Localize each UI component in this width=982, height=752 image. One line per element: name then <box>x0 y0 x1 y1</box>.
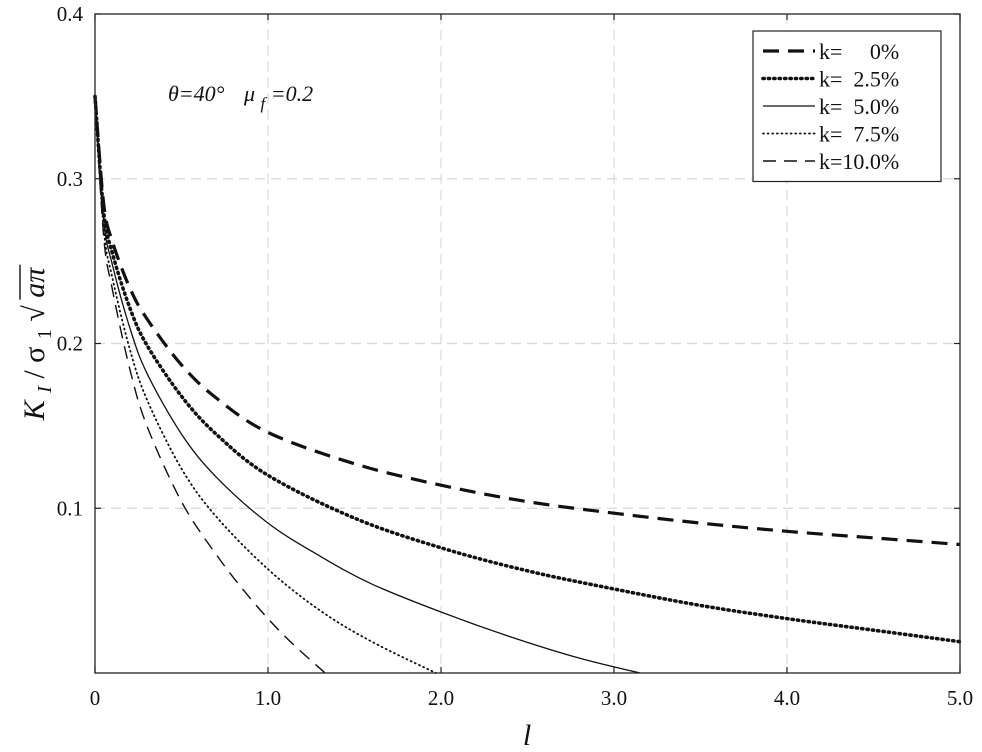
legend-label: k= 5.0% <box>819 94 899 119</box>
parameter-annotation: θ=40° μ f =0.2 <box>168 81 313 114</box>
series-lines <box>93 94 962 674</box>
ylabel-k: K <box>18 398 51 421</box>
sqrt-icon: √ <box>18 305 51 322</box>
legend-label: k= 2.5% <box>819 67 899 92</box>
legend-label: k= 0% <box>819 39 899 64</box>
y-tick-label: 0.4 <box>57 2 84 26</box>
ylabel-root-term: aπ <box>18 267 51 298</box>
series-line-2 <box>93 94 962 644</box>
series-line-1 <box>93 96 961 547</box>
mu-symbol: μ <box>243 81 255 106</box>
x-ticks: 0 1.0 2.0 3.0 4.0 5.0 <box>90 14 973 710</box>
y-axis-label-text: K I / σ 1 √ aπ <box>18 267 58 422</box>
legend: k= 0% k= 2.5%k= 5.0% k= 7.5%k=10.0% <box>752 30 942 183</box>
x-axis-label: l <box>523 719 531 752</box>
mu-value: =0.2 <box>271 81 313 106</box>
ylabel-sigma-subscript: 1 <box>34 329 56 339</box>
ylabel-sigma: / σ <box>18 347 51 379</box>
series-line-4 <box>94 95 437 674</box>
x-tick-label: 1.0 <box>255 686 281 710</box>
x-tick-label: 0 <box>90 686 101 710</box>
mu-subscript: f <box>261 94 268 113</box>
series-line-3 <box>94 96 641 674</box>
x-tick-label: 2.0 <box>428 686 454 710</box>
y-tick-label: 0.3 <box>57 167 83 191</box>
legend-label: k= 7.5% <box>819 122 899 147</box>
y-ticks: 0.1 0.2 0.3 0.4 <box>57 2 960 520</box>
y-axis-label: K I / σ 1 √ aπ <box>18 264 58 422</box>
legend-label: k=10.0% <box>819 149 899 174</box>
series-line-5 <box>94 96 326 674</box>
x-tick-label: 5.0 <box>947 686 973 710</box>
ylabel-k-subscript: I <box>34 385 56 394</box>
y-tick-label: 0.2 <box>57 332 83 356</box>
theta-annotation: θ=40° <box>168 81 225 106</box>
y-tick-label: 0.1 <box>57 496 83 520</box>
x-tick-label: 4.0 <box>774 686 800 710</box>
x-tick-label: 3.0 <box>601 686 627 710</box>
